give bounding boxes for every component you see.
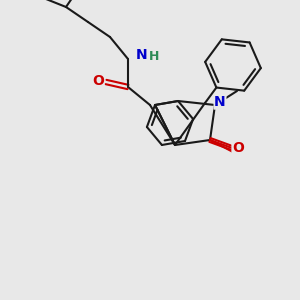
Text: O: O bbox=[92, 74, 104, 88]
Text: O: O bbox=[232, 141, 244, 155]
Text: H: H bbox=[149, 50, 159, 64]
Text: N: N bbox=[136, 48, 148, 62]
Text: N: N bbox=[214, 95, 226, 109]
